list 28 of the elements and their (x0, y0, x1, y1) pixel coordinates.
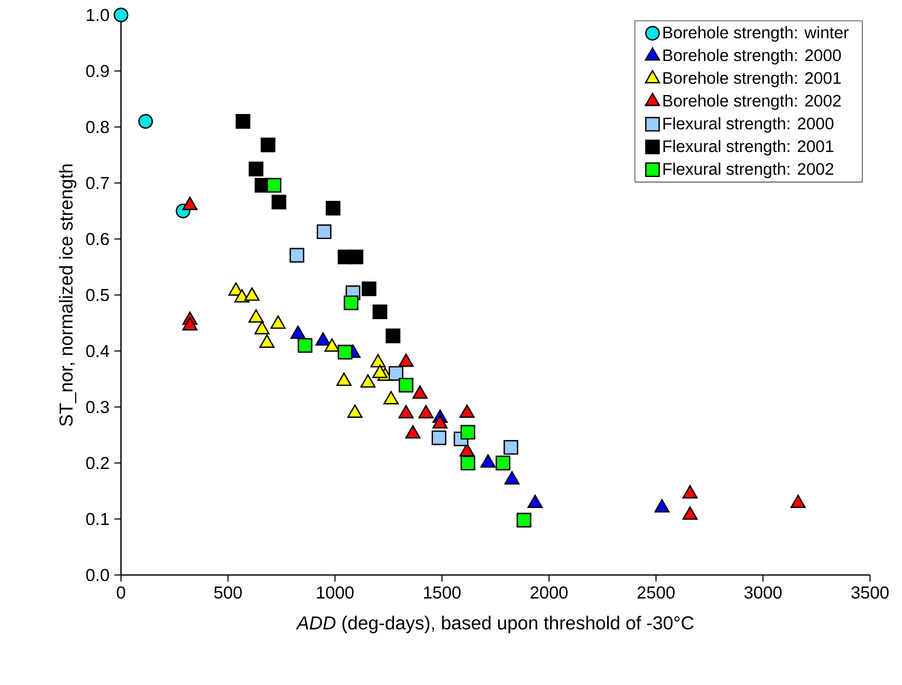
x-tick-label: 0 (116, 586, 126, 599)
y-tick-label: 0.0 (86, 568, 109, 582)
y-tick-label: 0.6 (86, 232, 109, 246)
legend-label: Borehole strength: winter (663, 26, 849, 42)
y-tick-label: 0.7 (86, 176, 109, 190)
y-tick-label: 0.1 (86, 512, 109, 526)
y-tick-label: 0.4 (86, 344, 110, 358)
legend-label: Borehole strength: 2001 (663, 72, 841, 88)
y-tick-label: 1.0 (86, 8, 109, 22)
x-axis-title: ADD (deg-days), based upon threshold of -30°C (296, 616, 694, 634)
y-tick-label: 0.8 (86, 120, 109, 134)
legend-label: Flexural strength: 2002 (663, 162, 834, 178)
y-axis-title: ST_nor, normalized ice strength (58, 164, 76, 426)
y-tick-label: 0.3 (86, 400, 109, 414)
y-tick-label: 0.9 (86, 64, 109, 78)
y-tick-label: 0.5 (86, 288, 109, 302)
x-tick-label: 1500 (424, 586, 461, 599)
legend-label: Borehole strength: 2002 (663, 94, 841, 110)
x-tick-label: 500 (214, 586, 242, 599)
x-tick-label: 3500 (851, 586, 889, 599)
legend-label: Borehole strength: 2000 (663, 48, 841, 64)
x-tick-label: 2000 (530, 586, 568, 599)
x-tick-label: 3000 (744, 586, 782, 599)
y-tick-label: 0.2 (86, 456, 109, 470)
x-tick-label: 2500 (638, 586, 675, 599)
x-tick-label: 1000 (317, 586, 354, 599)
legend-label: Flexural strength: 2001 (663, 140, 834, 156)
legend-label: Flexural strength: 2000 (663, 117, 834, 133)
